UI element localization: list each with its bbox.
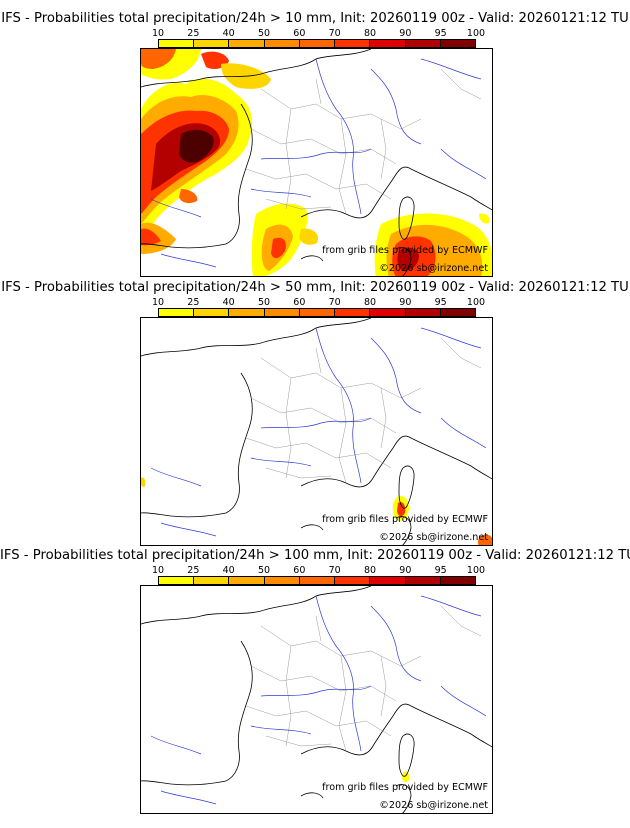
legend-swatch <box>405 577 441 584</box>
legend-tick-label: 25 <box>187 297 200 308</box>
copyright-credit: ©2026 sb@irizone.net <box>379 263 488 274</box>
color-legend: 10 25 40 50 60 70 80 90 95 100 <box>152 297 485 321</box>
coastlines <box>141 586 492 813</box>
legend-tick-label: 50 <box>257 297 271 308</box>
panel-title: IFS - Probabilities total precipitation/… <box>1 280 629 295</box>
legend-swatch <box>194 40 230 47</box>
legend-tick-label: 40 <box>222 297 235 308</box>
panel-50mm: IFS - Probabilities total precipitation/… <box>0 280 630 548</box>
legend-swatch <box>405 40 441 47</box>
legend-tick-label: 70 <box>328 565 341 576</box>
legend-tick-label: 10 <box>151 28 165 39</box>
map-canvas <box>141 586 492 813</box>
panel-title: IFS - Probabilities total precipitation/… <box>0 548 630 563</box>
legend-swatch <box>194 309 230 316</box>
legend-tick-label: 100 <box>466 28 486 39</box>
legend-swatch <box>299 309 336 316</box>
legend-tick-label: 70 <box>328 28 341 39</box>
legend-tick-label: 60 <box>293 297 306 308</box>
legend-swatch <box>299 577 336 584</box>
legend-tick-label: 40 <box>222 28 235 39</box>
legend-labels: 10 25 40 50 60 70 80 90 95 100 <box>152 297 485 308</box>
legend-tick-label: 50 <box>257 565 271 576</box>
precip-field <box>402 771 410 783</box>
legend-swatch <box>194 577 230 584</box>
panel-title: IFS - Probabilities total precipitation/… <box>1 11 629 26</box>
legend-tick-label: 10 <box>151 297 165 308</box>
legend-labels: 10 25 40 50 60 70 80 90 95 100 <box>152 565 485 576</box>
legend-swatch <box>264 309 300 316</box>
legend-swatch <box>159 40 195 47</box>
panel-100mm: IFS - Probabilities total precipitation/… <box>0 548 630 816</box>
ecmwf-credit: from grib files provided by ECMWF <box>322 514 488 525</box>
legend-swatch <box>440 40 475 47</box>
legend-swatch <box>299 40 336 47</box>
legend-tick-label: 100 <box>466 297 486 308</box>
legend-bar <box>158 39 476 48</box>
legend-swatch <box>264 40 300 47</box>
ecmwf-credit: from grib files provided by ECMWF <box>322 245 488 256</box>
legend-tick-label: 95 <box>434 565 447 576</box>
legend-labels: 10 25 40 50 60 70 80 90 95 100 <box>152 28 485 39</box>
legend-swatch <box>405 309 441 316</box>
admin-boundaries <box>245 605 482 752</box>
precip-field <box>141 477 492 545</box>
legend-tick-label: 60 <box>293 28 306 39</box>
map-canvas <box>141 318 492 545</box>
legend-tick-label: 40 <box>222 565 235 576</box>
map-frame: from grib files provided by ECMWF ©2026 … <box>140 585 493 814</box>
legend-tick-label: 80 <box>363 297 377 308</box>
legend-tick-label: 95 <box>434 28 447 39</box>
legend-swatch <box>264 577 300 584</box>
rivers <box>150 58 487 268</box>
legend-tick-label: 90 <box>399 565 412 576</box>
ecmwf-credit: from grib files provided by ECMWF <box>322 782 488 793</box>
legend-tick-label: 25 <box>187 28 200 39</box>
copyright-credit: ©2026 sb@irizone.net <box>379 532 488 543</box>
legend-tick-label: 10 <box>151 565 165 576</box>
legend-swatch <box>440 577 475 584</box>
map-frame: from grib files provided by ECMWF ©2026 … <box>140 48 493 277</box>
legend-swatch <box>370 309 406 316</box>
legend-tick-label: 70 <box>328 297 341 308</box>
admin-boundaries <box>245 337 482 484</box>
legend-tick-label: 80 <box>363 565 377 576</box>
legend-swatch <box>229 309 265 316</box>
legend-bar <box>158 308 476 317</box>
admin-boundaries <box>245 68 482 215</box>
coastlines <box>141 318 492 545</box>
legend-swatch <box>335 40 371 47</box>
legend-swatch <box>159 309 195 316</box>
legend-tick-label: 50 <box>257 28 271 39</box>
legend-tick-label: 90 <box>399 28 412 39</box>
legend-tick-label: 90 <box>399 297 412 308</box>
copyright-credit: ©2026 sb@irizone.net <box>379 800 488 811</box>
legend-tick-label: 95 <box>434 297 447 308</box>
precip-field <box>141 49 492 276</box>
legend-swatch <box>159 577 195 584</box>
legend-swatch <box>335 577 371 584</box>
rivers <box>150 595 487 805</box>
legend-swatch <box>335 309 371 316</box>
legend-swatch <box>229 577 265 584</box>
panel-10mm: IFS - Probabilities total precipitation/… <box>0 11 630 279</box>
color-legend: 10 25 40 50 60 70 80 90 95 100 <box>152 28 485 52</box>
color-legend: 10 25 40 50 60 70 80 90 95 100 <box>152 565 485 589</box>
legend-tick-label: 80 <box>363 28 377 39</box>
coastlines <box>141 49 492 276</box>
legend-swatch <box>370 40 406 47</box>
legend-swatch <box>229 40 265 47</box>
legend-tick-label: 60 <box>293 565 306 576</box>
legend-tick-label: 25 <box>187 565 200 576</box>
map-frame: from grib files provided by ECMWF ©2026 … <box>140 317 493 546</box>
map-canvas <box>141 49 492 276</box>
legend-tick-label: 100 <box>466 565 486 576</box>
legend-swatch <box>370 577 406 584</box>
rivers <box>150 327 487 537</box>
legend-bar <box>158 576 476 585</box>
legend-swatch <box>440 309 475 316</box>
